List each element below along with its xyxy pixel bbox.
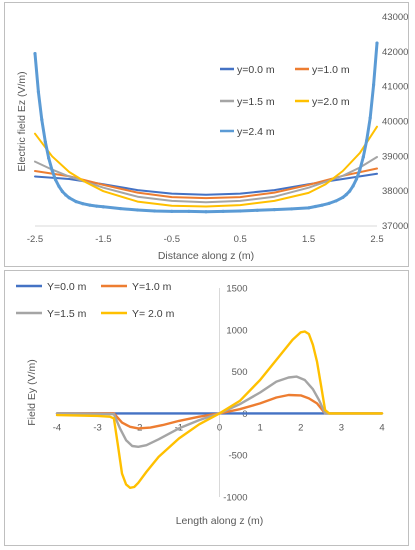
data-point: [60, 189, 64, 194]
legend-label-y-2-4-m: y=2.4 m: [237, 126, 275, 138]
data-point: [238, 209, 242, 213]
data-point: [255, 208, 259, 212]
y-axis-title: Field Ey (V/m): [26, 359, 38, 426]
data-point: [47, 156, 51, 160]
x-axis-title: Distance along z (m): [158, 250, 254, 262]
series-line-y-1-5-m: [34, 156, 378, 204]
data-point: [53, 178, 58, 182]
data-point: [361, 155, 365, 159]
legend-label-y-1-0-m: Y=1.0 m: [132, 281, 172, 293]
series-line-y-2-0-m: [34, 125, 378, 208]
x-tick-label: 3: [339, 422, 344, 433]
y-tick-label: 40000: [382, 117, 408, 128]
x-tick-label: 1: [257, 422, 262, 433]
data-point: [327, 201, 331, 205]
data-point: [307, 206, 311, 210]
data-point: [358, 167, 362, 172]
y-tick-label: 1000: [226, 325, 247, 336]
y-tick-label: -500: [228, 451, 247, 462]
data-point: [354, 177, 359, 181]
data-point: [289, 207, 294, 211]
data-point: [153, 209, 157, 213]
ez-chart-panel: 37000 38000 39000 40000 41000 42000 43000 -2.5 -…: [4, 2, 409, 267]
legend-label-y-1-0-m: y=1.0 m: [312, 64, 350, 76]
y-tick-label: -1000: [223, 493, 247, 504]
data-point: [40, 118, 44, 122]
data-point: [50, 168, 54, 172]
data-point: [101, 205, 105, 209]
x-tick-label: 1.5: [302, 234, 315, 245]
y-tick-label: 42000: [382, 47, 408, 58]
legend-label-y-0-0-m: y=0.0 m: [237, 64, 275, 76]
data-point: [43, 140, 47, 144]
x-tick-label: -0.5: [164, 234, 180, 245]
data-point: [375, 41, 379, 45]
y-tick-label: 39000: [382, 151, 408, 162]
x-tick-label: 0: [217, 422, 222, 433]
data-point: [33, 51, 37, 56]
x-tick-label: -4: [53, 422, 61, 433]
data-point: [320, 203, 324, 207]
legend-label-y-0-0-m: Y=0.0 m: [47, 281, 87, 293]
data-point: [94, 204, 99, 208]
data-point: [344, 193, 348, 197]
y-tick-label: 37000: [382, 221, 408, 232]
data-point: [351, 184, 355, 188]
y-tick-label: 500: [232, 367, 248, 378]
data-point: [64, 193, 68, 197]
legend-label-y-1-5-m: y=1.5 m: [237, 96, 275, 108]
legend-label-y-1-5-m: Y=1.5 m: [47, 308, 87, 320]
series-line-y-1-0-m: [34, 167, 378, 200]
data-point: [118, 206, 123, 211]
ey-chart-panel: -1000 -500 0 500 1000 1500 -4 -3 -2 -1 0 1 2 3 4 Length…: [4, 270, 409, 546]
data-point: [136, 208, 140, 212]
x-axis-title: Length along z (m): [176, 515, 264, 527]
data-point: [341, 195, 345, 200]
data-point: [365, 138, 369, 142]
x-tick-label: -2.5: [27, 234, 43, 245]
x-tick-label: -1.5: [95, 234, 111, 245]
x-tick-label: 0.5: [234, 234, 247, 245]
y-axis-title: Electric field Ez (V/m): [16, 71, 28, 171]
data-point: [57, 184, 61, 188]
data-point: [221, 209, 225, 213]
data-point: [204, 210, 208, 214]
data-point: [368, 116, 372, 120]
data-point: [81, 202, 85, 206]
y-tick-label: 1500: [226, 284, 247, 295]
y-tick-label: 38000: [382, 186, 408, 197]
data-point: [67, 196, 71, 200]
data-point: [88, 203, 92, 207]
legend-label-y-2-0-m: y=2.0 m: [312, 96, 350, 108]
x-tick-label: 2.5: [370, 234, 383, 245]
data-point: [170, 209, 174, 213]
data-point: [36, 90, 41, 94]
legend-label-y-2-0-m: Y= 2.0 m: [132, 308, 175, 320]
data-point: [313, 204, 318, 209]
ez-chart: 37000 38000 39000 40000 41000 42000 43000 -2.5 -…: [16, 12, 408, 262]
y-tick-label: 41000: [382, 82, 408, 93]
series-line-y-2-0-m: [55, 330, 384, 490]
data-point: [371, 83, 376, 87]
x-tick-label: 4: [379, 422, 384, 433]
data-point: [334, 199, 338, 203]
data-point: [187, 209, 191, 213]
y-tick-label: 43000: [382, 12, 408, 23]
data-point: [74, 200, 78, 204]
x-tick-label: -3: [93, 422, 101, 433]
data-point: [272, 208, 276, 212]
x-tick-label: 2: [298, 422, 303, 433]
data-point: [348, 189, 352, 193]
